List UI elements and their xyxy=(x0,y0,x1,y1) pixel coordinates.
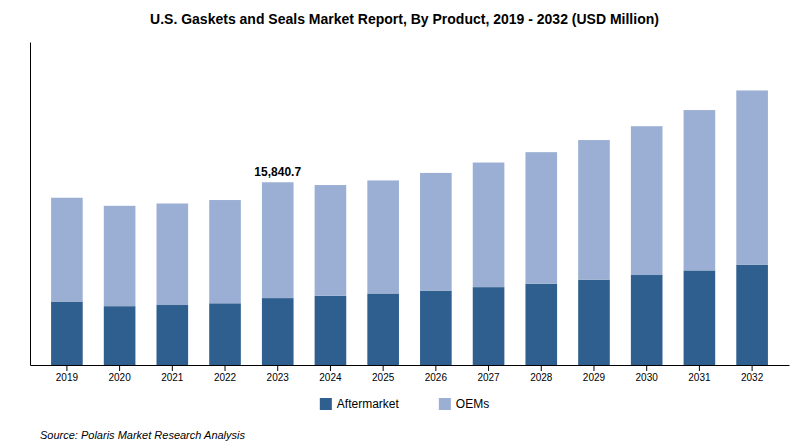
legend-item: Aftermarket xyxy=(320,397,400,411)
legend-swatch xyxy=(320,398,332,410)
chart: U.S. Gaskets and Seals Market Report, By… xyxy=(0,0,809,447)
bar xyxy=(525,284,557,365)
x-tick-label: 2024 xyxy=(319,372,342,383)
legend-label: Aftermarket xyxy=(337,397,400,411)
x-tick-label: 2029 xyxy=(583,372,606,383)
bar xyxy=(315,296,347,365)
x-tick-mark xyxy=(541,365,542,371)
x-tick: 2020 xyxy=(108,365,131,383)
source: Source: Polaris Market Research Analysis xyxy=(40,429,246,441)
bar xyxy=(684,110,716,270)
bar xyxy=(420,173,452,291)
bar xyxy=(315,185,347,296)
bar xyxy=(631,126,663,275)
bar xyxy=(51,198,83,302)
bar xyxy=(209,200,241,303)
bar xyxy=(578,280,610,365)
x-tick: 2026 xyxy=(425,365,448,383)
x-tick-label: 2022 xyxy=(214,372,237,383)
x-tick-label: 2027 xyxy=(477,372,500,383)
x-tick: 2029 xyxy=(583,365,606,383)
x-tick: 2027 xyxy=(477,365,500,383)
bar xyxy=(525,152,557,284)
x-tick: 2023 xyxy=(267,365,290,383)
x-tick-label: 2019 xyxy=(56,372,79,383)
x-tick: 2032 xyxy=(741,365,764,383)
bar xyxy=(209,303,241,365)
bar xyxy=(736,265,768,365)
bar xyxy=(420,291,452,365)
bar xyxy=(367,180,399,293)
annotation: 15,840.7 xyxy=(254,165,301,179)
title: U.S. Gaskets and Seals Market Report, By… xyxy=(150,11,659,27)
y-axis-line xyxy=(30,43,31,366)
legend-swatch xyxy=(439,398,451,410)
x-tick-mark xyxy=(699,365,700,371)
x-tick-label: 2030 xyxy=(636,372,659,383)
x-tick-label: 2025 xyxy=(372,372,395,383)
series xyxy=(51,90,768,306)
bar xyxy=(684,270,716,365)
x-tick: 2024 xyxy=(319,365,342,383)
x-tick-mark xyxy=(330,365,331,371)
x-tick: 2025 xyxy=(372,365,395,383)
bar xyxy=(262,182,294,298)
y-axis xyxy=(30,43,31,366)
bar xyxy=(157,305,189,365)
plot: 2019 2020 2021 2022 2023 2024 2025 2026 2027 2028… xyxy=(31,43,790,384)
x-tick-mark xyxy=(593,365,594,371)
bar xyxy=(473,163,505,288)
x-tick-label: 2023 xyxy=(267,372,290,383)
x-tick-label: 2020 xyxy=(108,372,131,383)
bar xyxy=(51,302,83,365)
x-axis: 2019 2020 2021 2022 2023 2024 2025 2026 2027 2028… xyxy=(31,365,790,383)
bar xyxy=(157,204,189,306)
bar xyxy=(367,293,399,365)
x-tick: 2019 xyxy=(56,365,79,383)
x-tick-label: 2032 xyxy=(741,372,764,383)
x-tick-mark xyxy=(172,365,173,371)
x-tick-mark xyxy=(646,365,647,371)
bar xyxy=(736,90,768,264)
x-tick-mark xyxy=(66,365,67,371)
x-tick-mark xyxy=(488,365,489,371)
bar xyxy=(104,306,136,365)
x-tick-mark xyxy=(752,365,753,371)
x-tick-mark xyxy=(225,365,226,371)
legend-label: OEMs xyxy=(456,397,489,411)
x-tick: 2022 xyxy=(214,365,237,383)
x-tick: 2030 xyxy=(636,365,659,383)
bar xyxy=(262,298,294,365)
legend-item: OEMs xyxy=(439,397,489,411)
x-tick-label: 2026 xyxy=(425,372,448,383)
x-tick-mark xyxy=(277,365,278,371)
x-tick: 2021 xyxy=(161,365,184,383)
x-tick-mark xyxy=(119,365,120,371)
x-tick-mark xyxy=(435,365,436,371)
bar xyxy=(578,140,610,280)
x-tick: 2031 xyxy=(688,365,711,383)
bars xyxy=(51,90,768,365)
x-tick-mark xyxy=(383,365,384,371)
x-tick: 2028 xyxy=(530,365,553,383)
bar xyxy=(104,206,136,306)
bar xyxy=(631,275,663,365)
bar xyxy=(473,287,505,365)
x-tick-label: 2021 xyxy=(161,372,184,383)
x-axis-line xyxy=(31,365,790,366)
legend: Aftermarket OEMs xyxy=(320,397,489,411)
x-tick-label: 2031 xyxy=(688,372,711,383)
x-tick-label: 2028 xyxy=(530,372,553,383)
